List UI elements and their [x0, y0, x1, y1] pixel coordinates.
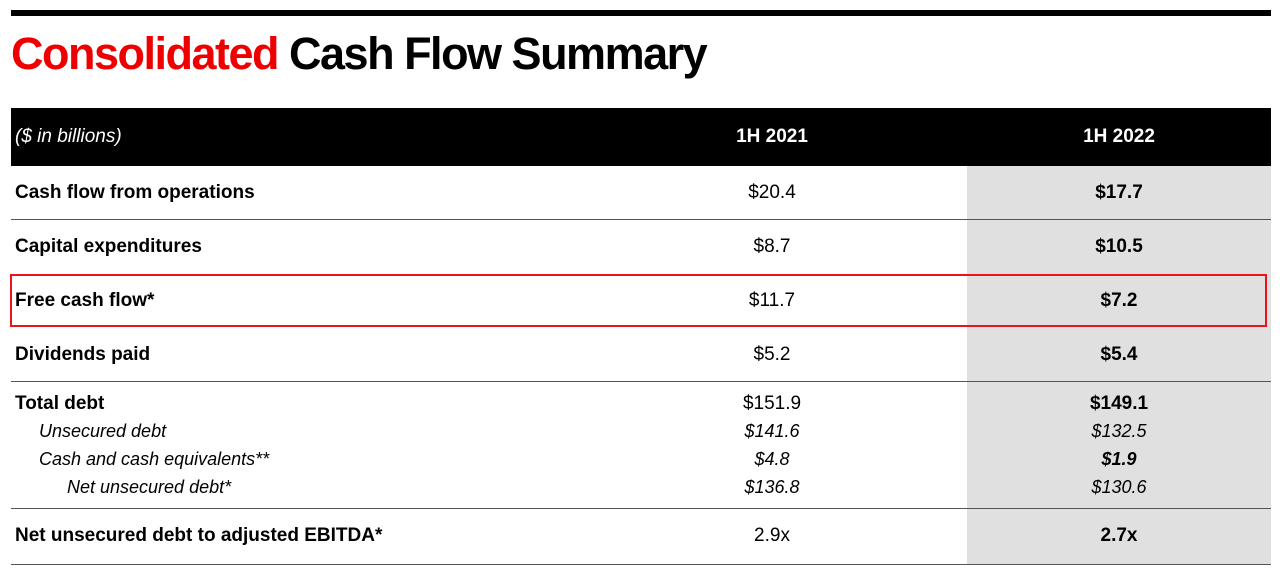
subrow-label: Cash and cash equivalents**	[39, 449, 270, 469]
bottom-rule	[11, 564, 1271, 565]
row-label: Capital expenditures	[15, 236, 202, 257]
column-highlight-shade	[967, 166, 1271, 565]
row-divider	[11, 381, 1271, 382]
row-label: Cash flow from operations	[15, 182, 255, 203]
subrow-value-2022: $130.6	[1091, 477, 1147, 497]
row-label: Free cash flow*	[15, 290, 155, 311]
title-rest: Cash Flow Summary	[289, 28, 708, 79]
subrow-label: Net unsecured debt*	[67, 477, 232, 497]
page-title: Consolidated Cash Flow Summary	[11, 26, 708, 82]
row-value-2021: 2.9x	[754, 525, 790, 546]
row-value-2021: $11.7	[748, 290, 796, 311]
row-label: Net unsecured debt to adjusted EBITDA*	[15, 525, 383, 546]
subrow-value-2021: $136.8	[744, 477, 800, 497]
free-cash-flow-highlight-box	[10, 274, 1267, 327]
top-rule	[11, 10, 1271, 16]
row-value-2021: $151.9	[742, 393, 802, 414]
table-row: Net unsecured debt to adjusted EBITDA* 2…	[11, 509, 1271, 564]
row-label: Total debt	[15, 393, 105, 414]
row-value-2022: $17.7	[1095, 182, 1143, 203]
column-header-1h-2021: 1H 2021	[736, 126, 808, 147]
table-row: Capital expenditures $8.7 $10.5	[11, 220, 1271, 273]
subrow-value-2022: $132.5	[1091, 421, 1147, 441]
table-row: Free cash flow* $11.7 $7.2	[11, 274, 1271, 328]
row-value-2021: $5.2	[753, 344, 791, 365]
row-label: Dividends paid	[15, 344, 151, 365]
row-divider	[11, 508, 1271, 509]
row-value-2021: $20.4	[748, 182, 796, 203]
row-value-2022: $5.4	[1100, 344, 1138, 365]
column-header-1h-2022: 1H 2022	[1083, 126, 1155, 147]
row-value-2022: $10.5	[1095, 236, 1143, 257]
table-row: Cash flow from operations $20.4 $17.7	[11, 166, 1271, 220]
subrow-label: Unsecured debt	[39, 421, 167, 441]
row-value-2022: $149.1	[1089, 393, 1149, 414]
subrow-value-2021: $4.8	[754, 449, 790, 469]
subrow-value-2022: $1.9	[1101, 449, 1137, 469]
row-value-2022: 2.7x	[1100, 525, 1138, 546]
subrow-value-2021: $141.6	[744, 421, 800, 441]
table-header: ($ in billions) 1H 2021 1H 2022	[11, 108, 1271, 166]
table-row: Dividends paid $5.2 $5.4	[11, 328, 1271, 382]
row-divider	[11, 219, 1271, 220]
unit-label: ($ in billions)	[15, 126, 122, 147]
row-value-2021: $8.7	[753, 236, 791, 257]
title-accent: Consolidated	[11, 28, 280, 79]
row-value-2022: $7.2	[1100, 290, 1138, 311]
cash-flow-table: ($ in billions) 1H 2021 1H 2022 Cash flo…	[11, 108, 1271, 565]
table-row: Total debt $151.9 $149.1	[11, 382, 1271, 414]
